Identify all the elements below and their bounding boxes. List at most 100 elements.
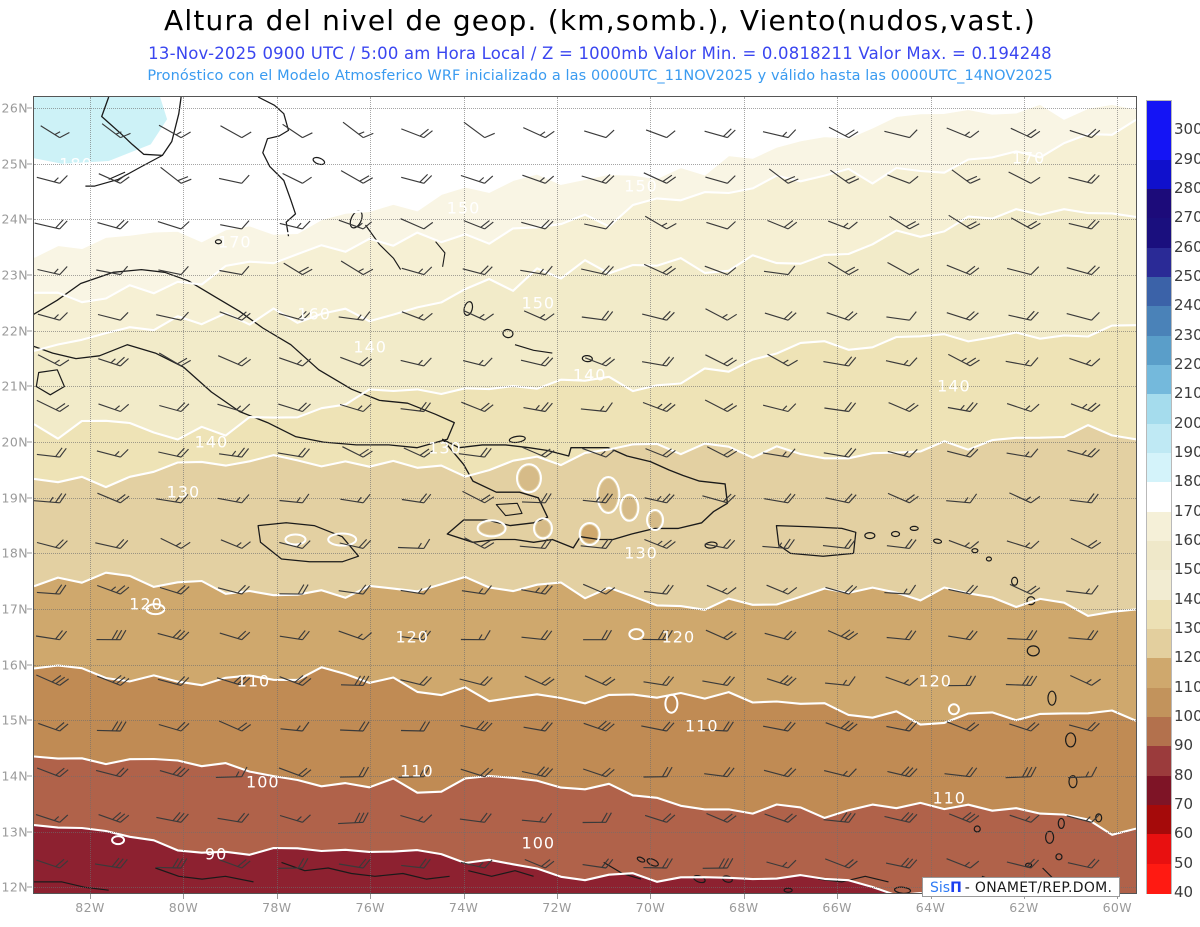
map-header: Altura del nivel de geop. (km,somb.), Vi… <box>0 0 1200 92</box>
y-axis-tick-label: 12N <box>1 879 28 895</box>
y-axis-tick-label: 16N <box>1 657 28 673</box>
contour-label: 100 <box>246 772 280 792</box>
contour-label: 110 <box>236 671 271 691</box>
contour-label: 140 <box>937 376 971 396</box>
y-axis-tick <box>27 664 32 666</box>
colorbar-tick-label: 200 <box>1174 413 1200 432</box>
colorbar-tick-label: 140 <box>1174 589 1200 608</box>
contour-label: 140 <box>353 337 387 357</box>
x-axis-tick-label: 76W <box>355 900 385 915</box>
contour-label: 120 <box>129 594 163 614</box>
colorbar-tick-label: 230 <box>1174 325 1200 344</box>
y-axis-tick-label: 15N <box>1 712 28 728</box>
colorbar-tick-label: 260 <box>1174 237 1200 256</box>
contour-label: 130 <box>166 482 201 502</box>
colorbar-swatch <box>1147 218 1171 249</box>
contour-150 <box>34 208 1136 352</box>
x-axis-tick-label: 66W <box>822 900 852 915</box>
x-axis-tick-label: 78W <box>262 900 292 915</box>
colorbar-tick-label: 100 <box>1174 707 1200 725</box>
colorbar-tick-label: 220 <box>1174 355 1200 373</box>
colorbar-swatch <box>1147 247 1171 278</box>
contour-label: 100 <box>521 833 556 853</box>
y-axis-tick-label: 26N <box>1 100 28 116</box>
contour-label-layer: 180 170 170 160 150 150 150 140 140 140 140 130 130 1… <box>34 97 1136 893</box>
x-axis-tick-label: 80W <box>168 900 199 915</box>
contour-label: 130 <box>428 438 462 458</box>
x-axis-tick <box>556 894 558 899</box>
colorbar-tick-label: 130 <box>1174 619 1200 637</box>
colorbar-tick-label: 90 <box>1174 736 1194 755</box>
x-axis-tick <box>837 894 839 899</box>
colorbar-tick-label: 300 <box>1174 120 1200 139</box>
colorbar-swatch <box>1147 423 1171 454</box>
colorbar-swatch <box>1147 394 1171 425</box>
y-axis-tick-label: 19N <box>1 490 28 506</box>
colorbar-swatch <box>1147 629 1171 659</box>
colorbar-tick-label: 190 <box>1174 443 1200 461</box>
contour-layer <box>34 97 1136 893</box>
contour-label: 150 <box>446 198 481 218</box>
x-axis-tick-label: 64W <box>915 900 946 915</box>
colorbar-swatch <box>1147 599 1171 630</box>
y-axis-tick <box>27 163 32 165</box>
contour-label: 160 <box>297 304 331 324</box>
colorbar-swatch <box>1147 277 1171 307</box>
logo-sis-text: Sis <box>930 879 951 896</box>
colorbar-swatch <box>1147 717 1171 747</box>
colorbar-swatch <box>1147 306 1171 337</box>
colorbar-tick-label: 120 <box>1174 648 1200 667</box>
y-axis-tick <box>27 497 32 499</box>
colorbar-tick-label: 110 <box>1174 677 1200 696</box>
y-axis-tick <box>27 330 32 332</box>
colorbar-tick-label: 170 <box>1174 501 1200 520</box>
contour-90 <box>34 824 925 893</box>
y-axis-tick-label: 17N <box>1 601 28 617</box>
contour-label: 150 <box>521 293 556 313</box>
colorbar-swatch <box>1147 365 1171 395</box>
map-plot-area[interactable]: 180 170 170 160 150 150 150 140 140 140 140 130 130 1… <box>33 96 1137 894</box>
y-axis-tick-label: 13N <box>1 824 28 840</box>
coastline-layer <box>34 97 1136 893</box>
y-axis-tick <box>27 719 32 721</box>
x-axis-tick-label: 70W <box>635 900 666 915</box>
colorbar-tick-label: 40 <box>1174 883 1194 901</box>
colorbar-swatch <box>1147 863 1171 894</box>
colorbar-tick-label: 250 <box>1174 267 1200 285</box>
model-info-line: Pronóstico con el Modelo Atmosferico WRF… <box>147 68 1053 84</box>
colorbar[interactable] <box>1146 100 1172 894</box>
colorbar-swatch <box>1147 159 1171 190</box>
x-axis-tick-label: 82W <box>75 900 105 915</box>
band-90 <box>34 825 1136 893</box>
colorbar-tick-label: 280 <box>1174 179 1200 197</box>
contour-label: 120 <box>395 627 429 647</box>
contour-label: 120 <box>661 627 696 647</box>
colorbar-swatch <box>1147 570 1171 601</box>
y-axis-tick-label: 24N <box>1 211 28 227</box>
colorbar-swatch <box>1147 687 1171 718</box>
x-axis-tick-label: 62W <box>1009 900 1039 915</box>
x-axis-tick <box>743 894 745 899</box>
colorbar-swatch <box>1147 511 1171 542</box>
page-title: Altura del nivel de geop. (km,somb.), Vi… <box>164 4 1036 37</box>
y-axis-tick <box>27 107 32 109</box>
onamet-logo: Sis Π - ONAMET/REP.DOM. <box>922 877 1121 897</box>
colorbar-swatch <box>1147 746 1171 777</box>
x-axis-tick <box>370 894 372 899</box>
colorbar-swatch <box>1147 805 1171 835</box>
contour-label: 150 <box>624 176 658 196</box>
contour-100 <box>34 755 1136 836</box>
contour-label: 180 <box>59 154 93 174</box>
logo-agency-text: - ONAMET/REP.DOM. <box>964 879 1113 896</box>
y-axis-tick-label: 20N <box>1 434 28 450</box>
colorbar-swatch <box>1147 834 1171 865</box>
y-axis-tick <box>27 441 32 443</box>
y-axis-tick <box>27 775 32 777</box>
y-axis-tick <box>27 274 32 276</box>
colorbar-swatch <box>1147 101 1171 131</box>
colorbar-tick-label: 150 <box>1174 560 1200 579</box>
contour-130 <box>34 424 1136 489</box>
colorbar-swatch <box>1147 130 1171 161</box>
y-axis-tick <box>27 385 32 387</box>
